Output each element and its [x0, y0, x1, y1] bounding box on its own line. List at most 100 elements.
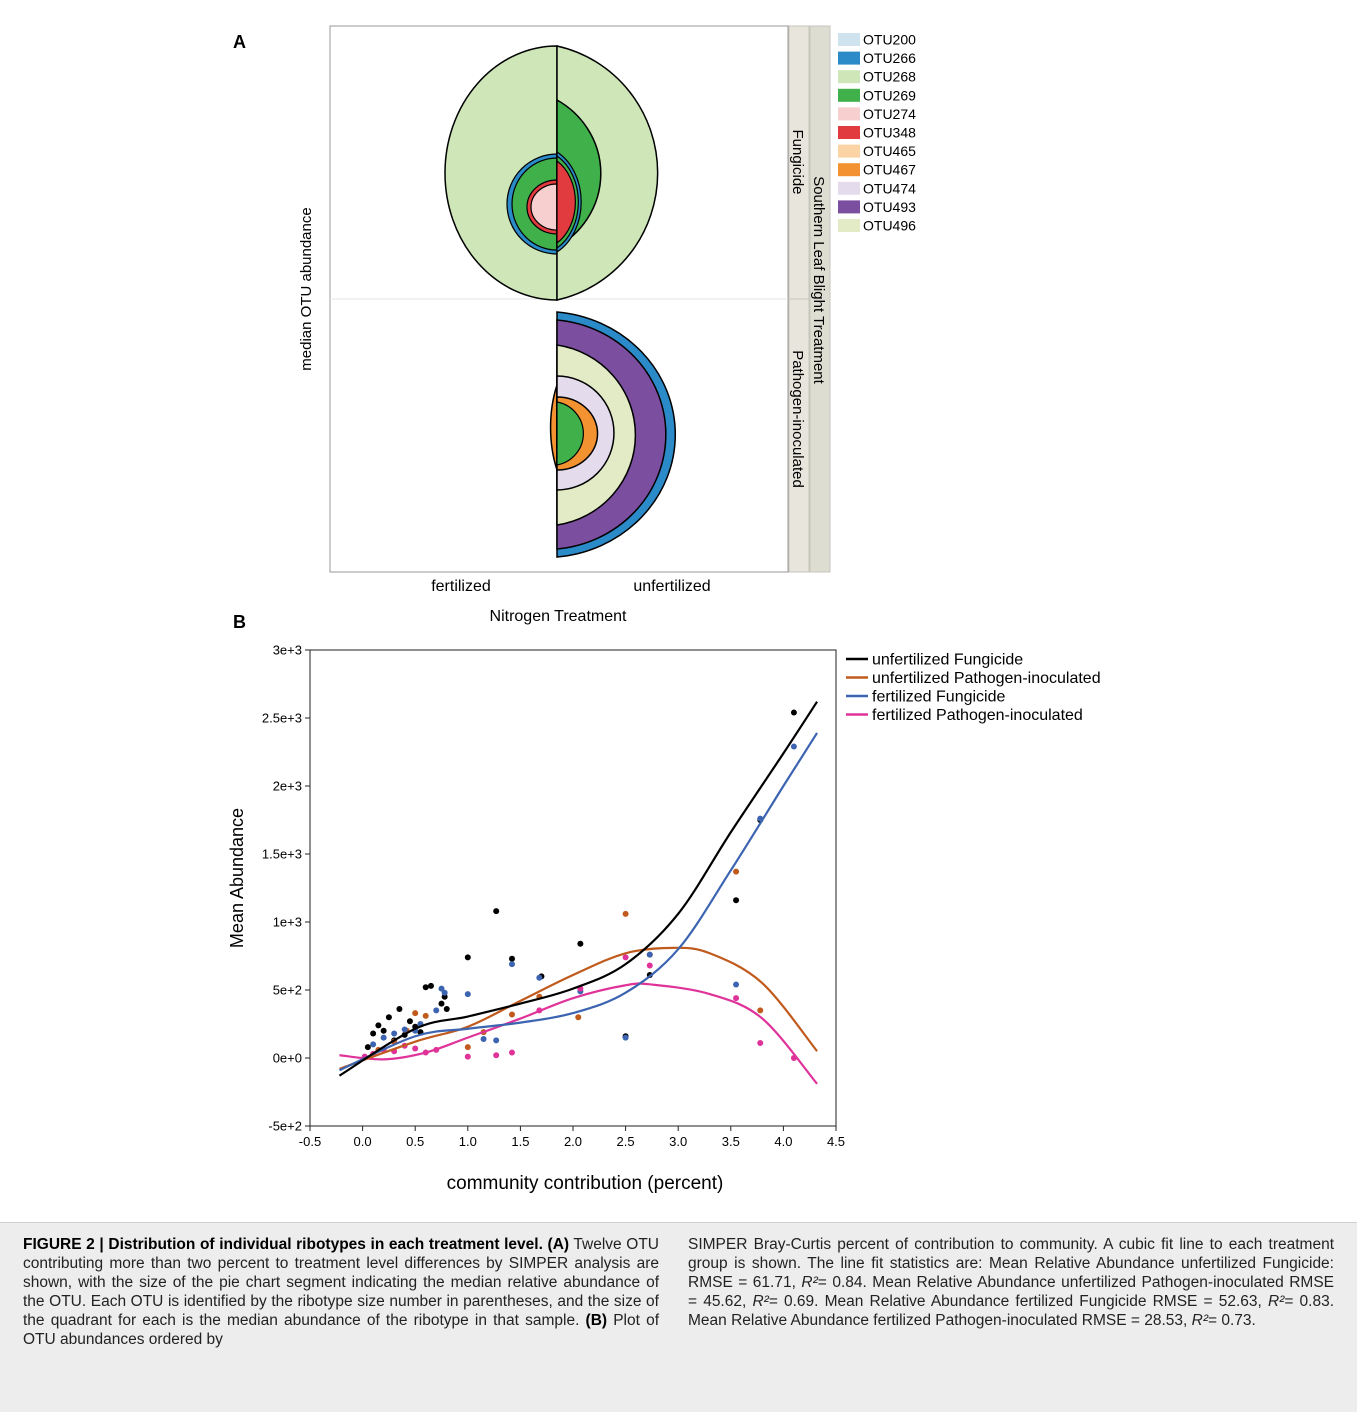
facet-strip-pathogen [788, 298, 810, 573]
data-point [508, 955, 515, 962]
data-point [464, 991, 471, 998]
x-category-fertilized: fertilized [431, 578, 491, 595]
fit-line-unfertilized-fungicide [338, 701, 818, 1077]
x-tick-label: 1.0 [459, 1134, 477, 1149]
axis-ticks: -0.5 0.0 0.5 1.0 1.5 2.0 2.5 3.0 3.5 4.0 4.5 -5e+2 0… [262, 643, 845, 1150]
legend-label-otu467: OTU467 [863, 162, 916, 178]
otu274-fertilized-segment [530, 183, 558, 231]
legend-label-otu200: OTU200 [863, 32, 916, 48]
caption-r2-4: R² [1191, 1312, 1209, 1329]
data-point [443, 1006, 450, 1013]
caption-figure-title: FIGURE 2 | Distribution of individual ri… [23, 1236, 543, 1253]
legend-label-otu269: OTU269 [863, 87, 916, 103]
x-tick-label: 4.5 [827, 1134, 845, 1149]
data-point [401, 1026, 408, 1033]
figure-caption: FIGURE 2 | Distribution of individual ri… [0, 1222, 1357, 1412]
legend-series-label: fertilized Fungicide [872, 689, 1006, 706]
legend-swatch-otu200 [838, 33, 860, 46]
caption-stats-1: SIMPER Bray-Curtis percent of contributi… [688, 1236, 1334, 1291]
legend-series-label: unfertilized Fungicide [872, 652, 1023, 669]
legend-swatch-otu266 [838, 51, 860, 65]
caption-b-text: Plot of OTU abundances ordered by [23, 1312, 659, 1348]
legend-label-otu496: OTU496 [863, 218, 916, 234]
caption-b-marker: (B) [585, 1312, 608, 1329]
data-point [433, 1007, 440, 1014]
y-tick-label: 2e+3 [273, 779, 302, 794]
caption-stats-3: = 0.69. Mean Relative Abundance fertiliz… [768, 1293, 1262, 1310]
otu268-unfertilized-segment [556, 45, 659, 301]
y-tick-label: 1.5e+3 [262, 847, 302, 862]
legend-label-otu348: OTU348 [863, 125, 916, 141]
otu269-pathogen-segment [556, 401, 584, 466]
fit-line-fertilized-fungicide [339, 732, 818, 1072]
y-tick-label: 1e+3 [273, 915, 302, 930]
legend-swatch-otu474 [838, 181, 860, 195]
data-point [493, 908, 500, 915]
caption-a-text: Twelve OTU contributing more than two pe… [23, 1236, 659, 1329]
x-tick-label: 3.0 [669, 1134, 687, 1149]
facet-label-pathogen: Pathogen-inoculated [789, 350, 806, 488]
data-point [733, 995, 740, 1002]
caption-stats-2: = 0.84. Mean Relative Abundance unfertil… [688, 1274, 1335, 1310]
x-tick-label: 2.5 [617, 1134, 635, 1149]
data-point [380, 1027, 387, 1034]
data-point [508, 1011, 515, 1018]
x-tick-label: -0.5 [299, 1134, 321, 1149]
legend-label-otu274: OTU274 [863, 106, 916, 122]
data-point [577, 940, 584, 947]
otu-legend: OTU200 OTU266 OTU268 OTU269 OTU274 OTU348 OTU4… [838, 32, 916, 234]
legend-label-otu268: OTU268 [863, 69, 916, 85]
data-point [480, 1035, 487, 1042]
data-point [422, 1012, 429, 1019]
caption-left-column: FIGURE 2 | Distribution of individual ri… [23, 1235, 659, 1349]
x-tick-label: 0.5 [406, 1134, 424, 1149]
otu348-unfertilized-segment [556, 159, 576, 245]
legend-swatch-otu467 [838, 163, 860, 177]
x-tick-label: 2.0 [564, 1134, 582, 1149]
y-tick-label: 5e+2 [273, 983, 302, 998]
x-tick-label: 0.0 [354, 1134, 372, 1149]
fungicide-pie [444, 45, 659, 301]
figure-canvas: A Fungicide Pathogen-inoculated Southern… [227, 25, 1101, 1194]
fit-line-unfertilized-pathogen-inoculated [339, 946, 818, 1070]
panel-a-y-label: median OTU abundance [298, 207, 315, 370]
legend-label-otu474: OTU474 [863, 180, 916, 196]
data-point [396, 1006, 403, 1013]
data-point [370, 1041, 377, 1048]
data-point [575, 1014, 582, 1021]
x-tick-label: 3.5 [722, 1134, 740, 1149]
caption-stats-5: = 0.73. [1208, 1312, 1256, 1329]
legend-swatch-otu274 [838, 107, 860, 121]
data-point [364, 1044, 371, 1051]
y-tick-label: 3e+3 [273, 643, 302, 658]
data-point [406, 1018, 413, 1025]
data-point [441, 989, 448, 996]
data-point [493, 1052, 500, 1059]
legend-swatch-otu269 [838, 88, 860, 102]
data-point [464, 1053, 471, 1060]
legend-label-otu493: OTU493 [863, 199, 916, 215]
data-point [464, 1044, 471, 1051]
data-point [380, 1034, 387, 1041]
data-point [391, 1030, 398, 1037]
data-point [508, 961, 515, 968]
pathogen-inoculated-pie [549, 311, 676, 558]
caption-stats-4: = 0.83. Mean Relative Abundance fertiliz… [688, 1293, 1335, 1329]
otu467-fertilized-segment [549, 384, 558, 471]
fit-line-fertilized-pathogen-inoculated [339, 982, 818, 1085]
data-point [412, 1045, 419, 1052]
legend-label-otu465: OTU465 [863, 143, 916, 159]
x-tick-label: 1.5 [511, 1134, 529, 1149]
legend-swatch-otu465 [838, 144, 860, 158]
panel-a-label: A [233, 32, 246, 52]
data-point [464, 954, 471, 961]
legend-swatch-otu268 [838, 70, 860, 84]
legend-series-label: unfertilized Pathogen-inoculated [872, 670, 1101, 687]
data-point [508, 1049, 515, 1056]
facet-title: Southern Leaf Blight Treatment [810, 176, 827, 384]
data-point [733, 868, 740, 875]
data-point [412, 1010, 419, 1017]
data-point [733, 897, 740, 904]
data-point [757, 1007, 764, 1014]
data-point [493, 1037, 500, 1044]
